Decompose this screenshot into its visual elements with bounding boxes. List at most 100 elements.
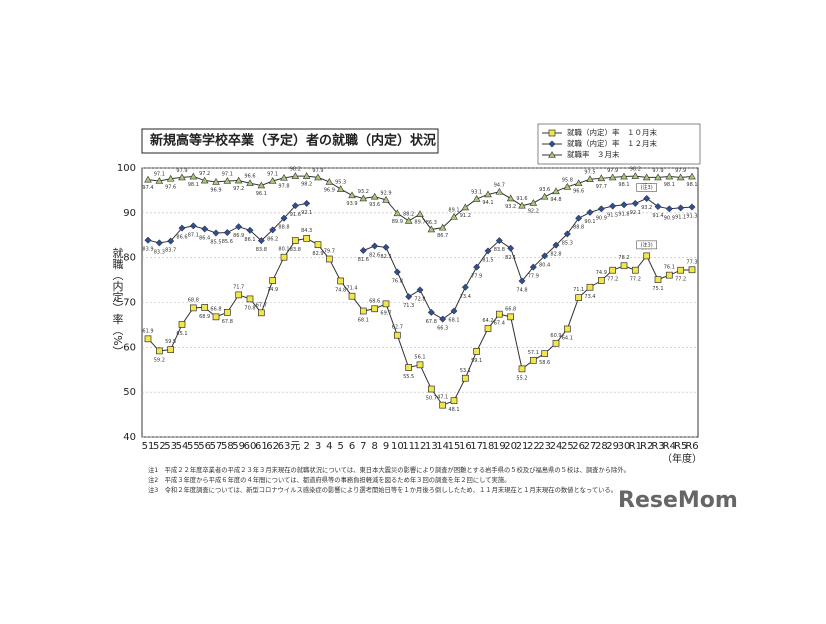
value-label: 74.8 bbox=[516, 287, 527, 293]
value-label: 71.7 bbox=[233, 284, 244, 290]
point bbox=[178, 321, 186, 328]
value-label: 86.9 bbox=[233, 233, 244, 239]
point bbox=[405, 364, 413, 371]
x-tick-label: 27 bbox=[584, 441, 597, 452]
value-label: 66.3 bbox=[437, 326, 448, 332]
value-label: 77.2 bbox=[675, 277, 686, 283]
value-label: 98.1 bbox=[618, 182, 629, 188]
point bbox=[507, 313, 515, 321]
point bbox=[303, 199, 311, 207]
point bbox=[235, 223, 243, 231]
value-label: 68.8 bbox=[188, 297, 199, 303]
point bbox=[371, 305, 379, 313]
point bbox=[609, 266, 617, 274]
value-label: 96.1 bbox=[256, 191, 267, 197]
value-label: 85.3 bbox=[562, 240, 573, 246]
point bbox=[201, 304, 209, 311]
point bbox=[212, 313, 220, 321]
point bbox=[688, 172, 696, 180]
point bbox=[291, 237, 299, 244]
x-tick-label: 54 bbox=[176, 441, 189, 452]
y-tick-label: 70 bbox=[123, 298, 136, 309]
point bbox=[473, 348, 481, 355]
value-label: 95.3 bbox=[335, 180, 346, 186]
point bbox=[484, 325, 492, 332]
point bbox=[654, 203, 662, 211]
value-label: 82.8 bbox=[550, 252, 561, 258]
value-label: 93.1 bbox=[471, 189, 482, 195]
value-label: 98.2 bbox=[290, 167, 301, 173]
x-tick-label: 21 bbox=[516, 441, 529, 452]
x-tick-label: R3 bbox=[651, 441, 664, 452]
point bbox=[155, 239, 163, 247]
x-tick-label: 55 bbox=[187, 441, 200, 452]
value-label: 97.7 bbox=[596, 184, 607, 190]
point bbox=[438, 223, 447, 231]
point bbox=[257, 181, 266, 189]
legend-marker bbox=[548, 129, 556, 137]
value-label: 96.6 bbox=[573, 189, 584, 195]
point bbox=[370, 192, 379, 200]
point bbox=[540, 192, 549, 200]
point bbox=[167, 346, 175, 353]
point bbox=[586, 283, 594, 291]
point bbox=[246, 295, 254, 303]
value-label: 71.3 bbox=[403, 303, 414, 309]
point bbox=[552, 339, 560, 347]
point bbox=[631, 172, 640, 179]
x-axis-label: （年度） bbox=[662, 452, 702, 465]
value-label: 91.1 bbox=[675, 214, 686, 220]
legend bbox=[537, 123, 701, 165]
point bbox=[586, 208, 594, 216]
value-label: 64.1 bbox=[562, 335, 573, 341]
legend-label: 就職率 ３月末 bbox=[567, 149, 620, 159]
y-tick-label: 100 bbox=[117, 163, 136, 174]
x-tick-label: 11 bbox=[402, 441, 415, 452]
x-tick-label: 15 bbox=[448, 441, 461, 452]
x-tick-label: 14 bbox=[436, 441, 449, 452]
x-tick-label: 30 bbox=[618, 441, 631, 452]
point bbox=[642, 173, 651, 181]
value-label: 60.9 bbox=[550, 333, 561, 339]
x-tick-label: 17 bbox=[470, 441, 483, 452]
value-label: 79.7 bbox=[324, 249, 335, 255]
value-label: 66.8 bbox=[210, 306, 221, 312]
value-label: 83.7 bbox=[165, 248, 176, 254]
point bbox=[212, 177, 220, 185]
value-label: 80.4 bbox=[539, 262, 550, 268]
value-label: 98.2 bbox=[301, 182, 312, 188]
point bbox=[223, 309, 231, 316]
value-label: 97.9 bbox=[176, 168, 187, 174]
value-label: 64.2 bbox=[482, 318, 493, 324]
point bbox=[450, 397, 458, 405]
x-tick-label: 58 bbox=[221, 441, 234, 452]
x-tick-label: 16 bbox=[459, 441, 472, 452]
point bbox=[643, 252, 651, 260]
point bbox=[404, 216, 413, 224]
point bbox=[223, 177, 232, 184]
value-label: 98.1 bbox=[664, 182, 675, 188]
value-label: 93.9 bbox=[346, 201, 357, 207]
point bbox=[665, 271, 673, 279]
point bbox=[529, 356, 537, 364]
x-tick-label: 63 bbox=[278, 441, 291, 452]
point bbox=[269, 277, 277, 284]
value-label: 93.2 bbox=[358, 189, 369, 195]
value-label: 71.4 bbox=[346, 286, 357, 292]
point bbox=[472, 195, 481, 202]
x-tick-label: 62 bbox=[266, 441, 279, 452]
point bbox=[427, 308, 435, 316]
point bbox=[665, 172, 674, 180]
point bbox=[246, 179, 254, 187]
value-label: 89.7 bbox=[414, 220, 425, 226]
value-label: 59.1 bbox=[471, 358, 482, 364]
value-label: 59.2 bbox=[154, 357, 165, 363]
value-label: 76.8 bbox=[392, 279, 403, 285]
value-label: 91.6 bbox=[290, 212, 301, 218]
note: 注3 令和２年度調査については、新型コロナウイルス感染症の影響により選考開始日等… bbox=[148, 485, 617, 494]
point bbox=[495, 310, 503, 318]
value-label: 74.8 bbox=[335, 287, 346, 293]
y-tick-label: 40 bbox=[123, 432, 136, 443]
y-tick-label: 50 bbox=[123, 387, 136, 398]
value-label: 81.6 bbox=[358, 257, 369, 263]
